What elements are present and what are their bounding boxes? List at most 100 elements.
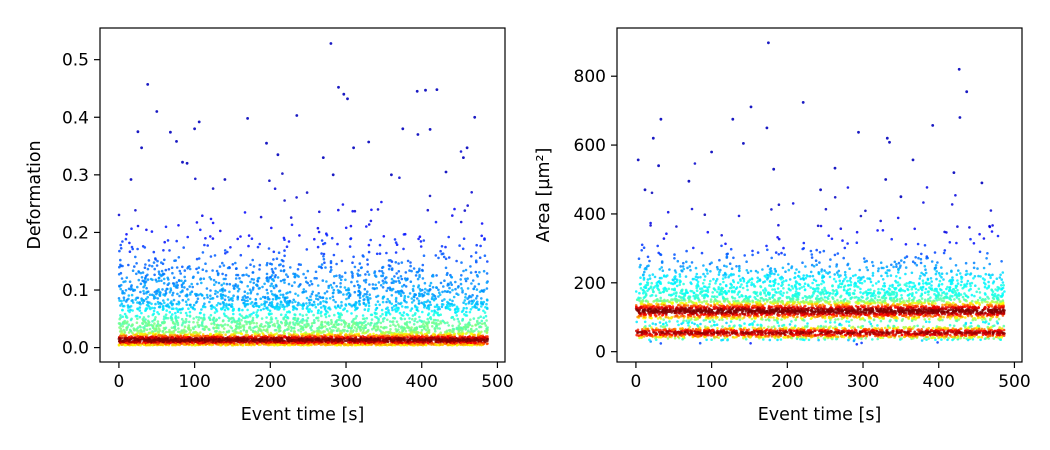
scatter-point: [317, 265, 321, 269]
scatter-point: [122, 296, 126, 300]
scatter-point: [386, 318, 389, 322]
scatter-point: [279, 279, 283, 283]
scatter-point: [260, 322, 263, 326]
scatter-point: [128, 250, 132, 253]
scatter-point: [324, 266, 327, 269]
scatter-point: [217, 281, 221, 285]
scatter-point: [474, 297, 478, 300]
scatter-point: [279, 269, 283, 273]
scatter-point: [231, 263, 235, 266]
scatter-point: [155, 329, 158, 332]
scatter-point: [330, 286, 334, 289]
scatter-point: [373, 287, 376, 290]
scatter-point: [464, 332, 468, 336]
scatter-point: [217, 301, 220, 305]
scatter-point: [325, 290, 329, 293]
scatter-point: [435, 274, 438, 277]
scatter-point: [216, 273, 220, 277]
scatter-point: [298, 320, 302, 324]
scatter-point: [468, 300, 471, 303]
scatter-point: [282, 316, 285, 320]
scatter-point: [395, 272, 399, 275]
scatter-point: [459, 278, 463, 281]
scatter-point: [389, 324, 392, 328]
scatter-point: [171, 343, 175, 346]
scatter-point: [181, 265, 184, 269]
scatter-point: [402, 311, 406, 314]
scatter-point: [446, 343, 450, 347]
scatter-point: [157, 279, 161, 283]
scatter-point: [187, 307, 190, 311]
scatter-point: [261, 285, 264, 289]
scatter-point: [201, 324, 204, 328]
scatter-point: [448, 304, 452, 308]
scatter-point: [134, 343, 137, 347]
scatter-point: [299, 327, 303, 331]
scatter-point: [139, 344, 142, 347]
scatter-point: [368, 283, 371, 286]
scatter-point: [151, 278, 154, 282]
scatter-point: [203, 328, 206, 332]
scatter-point: [358, 296, 362, 300]
scatter-point: [170, 300, 173, 303]
scatter-point: [473, 333, 476, 337]
scatter-point: [160, 279, 163, 283]
scatter-point: [213, 311, 217, 314]
scatter-point: [153, 339, 156, 343]
scatter-point: [393, 333, 396, 336]
scatter-point: [338, 339, 341, 343]
scatter-point: [175, 284, 178, 287]
scatter-point: [275, 336, 278, 340]
scatter-point: [139, 271, 143, 275]
scatter-point: [408, 292, 412, 295]
scatter-point: [462, 237, 466, 240]
scatter-point: [226, 323, 230, 327]
scatter-point: [330, 330, 334, 334]
scatter-point: [171, 271, 174, 275]
scatter-point: [485, 281, 489, 284]
scatter-point: [358, 292, 362, 296]
scatter-point: [126, 325, 129, 329]
scatter-point: [422, 320, 426, 323]
scatter-point: [409, 280, 413, 284]
scatter-point: [486, 339, 489, 343]
scatter-point: [270, 337, 273, 340]
scatter-point: [330, 320, 334, 324]
scatter-point: [317, 230, 321, 234]
scatter-point: [323, 307, 327, 311]
scatter-point: [304, 331, 308, 334]
scatter-point: [254, 283, 258, 287]
scatter-point: [222, 264, 226, 267]
scatter-point: [420, 328, 424, 332]
scatter-point: [240, 281, 244, 284]
scatter-point: [380, 331, 384, 335]
scatter-point: [466, 204, 470, 207]
scatter-point: [201, 214, 204, 217]
scatter-point: [290, 223, 294, 227]
scatter-point: [325, 297, 328, 300]
scatter-point: [221, 288, 224, 292]
scatter-point: [139, 336, 142, 339]
scatter-point: [356, 280, 359, 283]
scatter-point: [332, 253, 336, 257]
scatter-point: [234, 267, 238, 271]
scatter-point: [150, 264, 154, 268]
scatter-point: [357, 269, 360, 272]
scatter-point: [390, 335, 394, 339]
scatter-point: [170, 266, 174, 270]
scatter-point: [414, 274, 418, 277]
scatter-point: [236, 237, 239, 241]
scatter-point: [265, 276, 269, 280]
scatter-point: [130, 227, 133, 230]
scatter-point: [388, 337, 392, 341]
scatter-point: [242, 301, 245, 305]
scatter-point: [380, 308, 384, 312]
scatter-point: [349, 327, 353, 330]
scatter-point: [230, 326, 233, 330]
scatter-point: [168, 291, 172, 294]
scatter-point: [252, 321, 256, 325]
scatter-point: [121, 315, 124, 319]
scatter-point: [409, 335, 413, 338]
scatter-point: [121, 304, 125, 308]
scatter-point: [449, 281, 453, 284]
